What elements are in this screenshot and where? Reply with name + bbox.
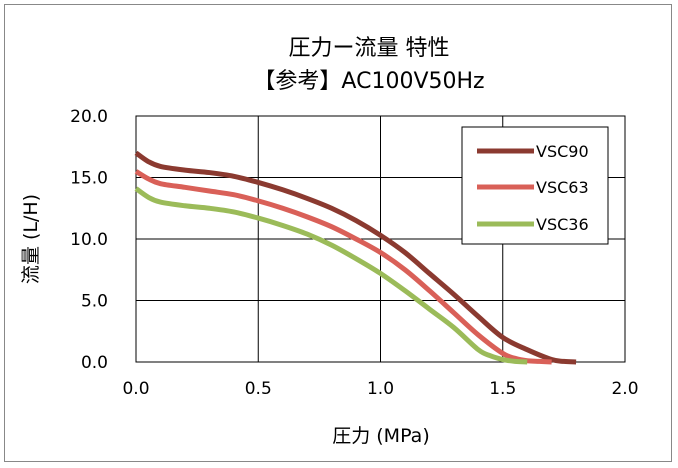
legend-label-vsc90: VSC90 (536, 142, 589, 161)
plot-area (135, 115, 626, 363)
series-line-vsc36 (134, 186, 528, 365)
tick-labels: 0.0 0.5 1.0 1.5 2.0 20.0 15.0 10.0 5.0 0.0 (70, 107, 638, 399)
x-tick-label: 2.0 (611, 379, 638, 399)
legend-label-vsc36: VSC36 (536, 215, 589, 234)
series-lines (134, 150, 577, 365)
y-axis-label: 流量 (L/H) (20, 194, 42, 284)
x-tick-label: 1.5 (489, 379, 516, 399)
x-tick-label: 1.0 (367, 379, 394, 399)
series-line-vsc63 (134, 169, 552, 365)
chart-title-line1: 圧力ー流量 特性 (289, 36, 450, 61)
y-tick-label: 10.0 (70, 230, 108, 250)
y-tick-label: 20.0 (70, 107, 108, 127)
chart-title-line2: 【参考】AC100V50Hz (253, 69, 484, 94)
x-axis-label: 圧力 (MPa) (332, 425, 430, 447)
legend: VSC90 VSC63 VSC36 (461, 126, 609, 245)
plot-border (135, 115, 626, 363)
y-tick-label: 15.0 (70, 169, 108, 189)
y-tick-label: 0.0 (81, 353, 108, 373)
series-line-vsc90 (134, 150, 577, 365)
x-tick-label: 0.0 (122, 379, 149, 399)
x-tick-label: 0.5 (245, 379, 272, 399)
y-tick-label: 5.0 (81, 292, 108, 312)
legend-label-vsc63: VSC63 (536, 178, 589, 197)
